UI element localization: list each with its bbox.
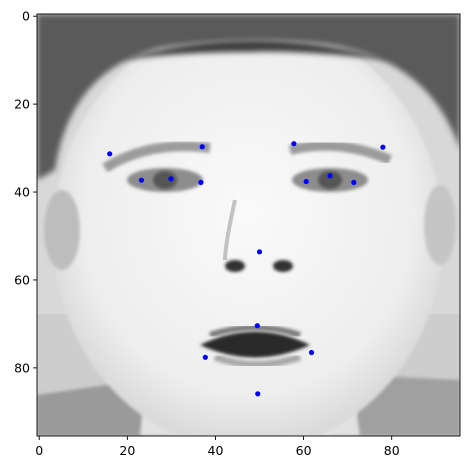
x-tick-label: 60 — [296, 443, 312, 458]
keypoint-marker — [202, 354, 208, 360]
keypoint-marker — [303, 178, 309, 185]
x-tick-label: 80 — [384, 443, 400, 458]
y-tick-label: 60 — [14, 272, 30, 287]
face-image — [37, 14, 460, 436]
keypoint-marker — [254, 323, 260, 329]
y-tick-label: 0 — [22, 9, 30, 24]
keypoint-marker — [198, 179, 204, 185]
x-tick-label: 40 — [208, 443, 224, 458]
y-axis: 0 20 40 60 80 — [14, 9, 37, 375]
keypoint-marker — [107, 151, 113, 157]
keypoint-marker — [255, 391, 261, 397]
x-axis: 0 20 40 60 80 — [35, 436, 400, 458]
keypoint-marker — [351, 179, 357, 185]
keypoint-marker — [256, 249, 263, 255]
keypoint-marker — [327, 173, 333, 179]
keypoint-marker — [308, 349, 315, 356]
keypoint-markers — [107, 141, 386, 397]
keypoint-marker — [380, 144, 386, 150]
keypoint-marker — [291, 141, 297, 147]
y-tick-label: 80 — [14, 360, 30, 375]
keypoint-marker — [168, 176, 174, 182]
y-tick-label: 20 — [14, 97, 30, 112]
axes-frame — [36, 13, 461, 437]
y-tick-label: 40 — [14, 185, 30, 200]
keypoint-marker — [199, 144, 205, 150]
x-tick-label: 0 — [35, 443, 43, 458]
x-tick-label: 20 — [119, 443, 135, 458]
keypoint-marker — [138, 177, 145, 183]
